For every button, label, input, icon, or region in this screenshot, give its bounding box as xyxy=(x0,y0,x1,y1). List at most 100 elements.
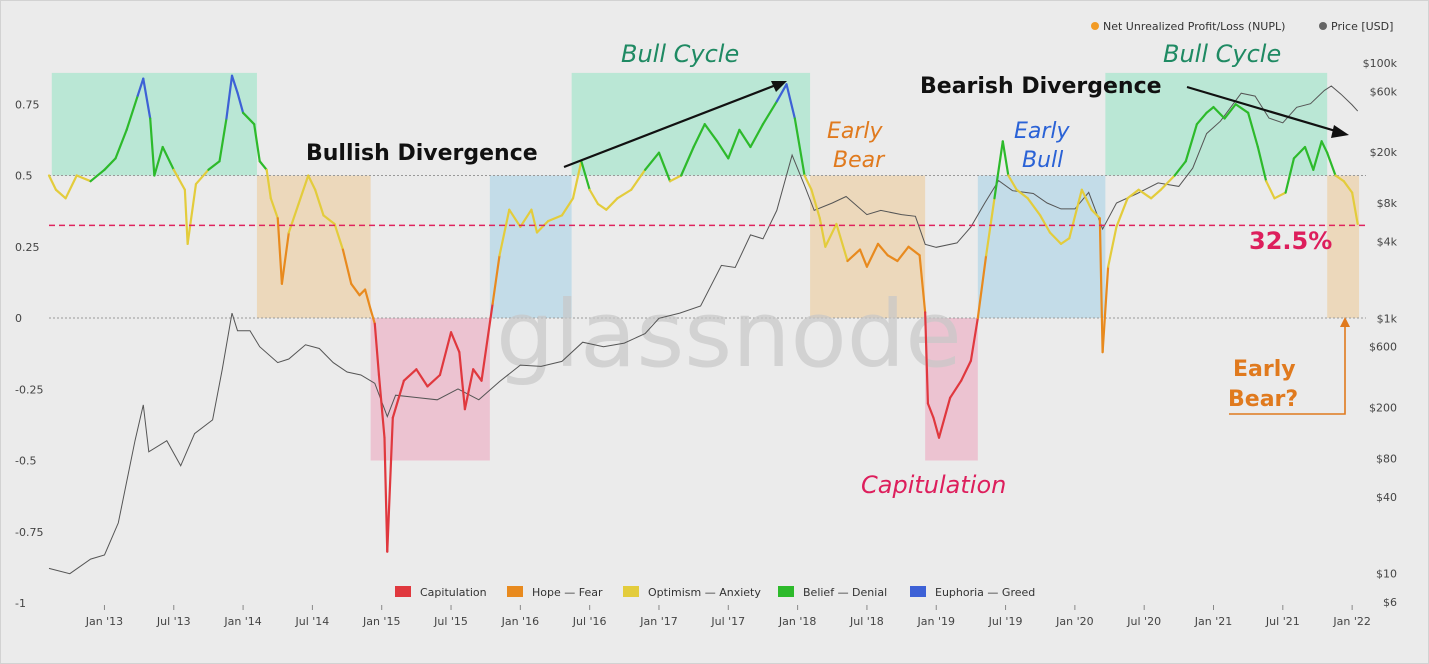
nupl-segment-69 xyxy=(644,151,661,171)
zone-0 xyxy=(51,72,257,176)
nupl-segment-75 xyxy=(716,140,730,160)
nupl-segment-70 xyxy=(657,151,672,183)
nupl-segment-29 xyxy=(287,202,300,234)
nupl-segment-47 xyxy=(426,373,442,388)
x-tick-label-9: Jul '17 xyxy=(710,615,745,628)
zone-6 xyxy=(925,318,978,461)
nupl-segment-73 xyxy=(692,123,706,149)
nupl-segment-131 xyxy=(1247,111,1259,149)
legend-capitulation-label: Capitulation xyxy=(420,586,487,599)
nupl-segment-107 xyxy=(1007,174,1018,191)
nupl-segment-81 xyxy=(785,83,796,120)
legend-bottom: Capitulation Hope — Fear Optimism — Anxi… xyxy=(395,586,1035,599)
legend-hope-fear-label: Hope — Fear xyxy=(532,586,603,599)
nupl-segment-32 xyxy=(314,188,325,217)
nupl-segment-59 xyxy=(535,220,550,234)
nupl-segment-125 xyxy=(1184,123,1198,163)
x-tick-label-15: Jul '20 xyxy=(1126,615,1161,628)
nupl-segment-102 xyxy=(969,316,979,362)
nupl-segment-50 xyxy=(458,351,466,411)
nupl-segment-53 xyxy=(480,302,494,382)
nupl-segment-87 xyxy=(835,222,849,263)
y-left-tick-2: 0.25 xyxy=(15,241,40,254)
legend-nupl-dot xyxy=(1091,22,1099,30)
nupl-segment-17 xyxy=(207,160,221,171)
nupl-segment-68 xyxy=(630,168,647,191)
nupl-segment-84 xyxy=(810,188,821,220)
nupl-segment-86 xyxy=(824,222,838,248)
x-tick-label-13: Jul '19 xyxy=(988,615,1023,628)
nupl-segment-42 xyxy=(383,436,389,553)
y-left-tick-3: 0 xyxy=(15,312,22,325)
nupl-segment-78 xyxy=(749,123,765,149)
nupl-segment-88 xyxy=(846,248,862,263)
annotation-percentage: 32.5% xyxy=(1249,227,1332,255)
nupl-segment-99 xyxy=(937,396,952,439)
nupl-segment-116 xyxy=(1098,217,1104,354)
annotation-bearish-divergence: Bearish Divergence xyxy=(920,74,1162,99)
early-bear-q-arrow xyxy=(1229,317,1350,415)
zone-1 xyxy=(256,175,371,318)
nupl-segment-112 xyxy=(1059,237,1071,245)
bullish-divergence-arrow xyxy=(563,81,787,169)
nupl-segment-80 xyxy=(775,83,788,103)
nupl-segment-31 xyxy=(307,174,317,191)
annotation-bull-cycle-1: Bull Cycle xyxy=(621,40,739,68)
annotation-bullish-divergence: Bullish Divergence xyxy=(306,141,538,166)
nupl-segment-45 xyxy=(402,368,418,382)
nupl-segment-48 xyxy=(438,331,453,377)
y-left-tick-5: -0.5 xyxy=(15,455,36,468)
y-axis-left: 0.75 0.5 0.25 0 -0.25 -0.5 -0.75 -1 xyxy=(15,98,43,610)
nupl-segment-77 xyxy=(738,128,752,149)
nupl-segment-71 xyxy=(668,174,683,183)
annotation-bull-cycle-2: Bull Cycle xyxy=(1163,40,1281,68)
nupl-segment-51 xyxy=(463,368,475,411)
nupl-segment-119 xyxy=(1115,197,1129,228)
nupl-segment-41 xyxy=(377,373,386,439)
nupl-segment-140 xyxy=(1326,151,1337,177)
nupl-segment-118 xyxy=(1107,225,1118,268)
nupl-segment-90 xyxy=(865,242,880,268)
nupl-segment-97 xyxy=(926,402,935,419)
glassnode-watermark: glassnode xyxy=(496,281,962,388)
y-right-tick-7: $200 xyxy=(1369,402,1397,415)
nupl-segment-14 xyxy=(183,188,189,245)
zone-2 xyxy=(370,318,490,461)
y-right-tick-6: $600 xyxy=(1369,341,1397,354)
nupl-segment-60 xyxy=(546,214,564,223)
nupl-segment-49 xyxy=(449,331,461,354)
nupl-segment-117 xyxy=(1101,265,1110,354)
nupl-segment-34 xyxy=(333,222,344,251)
y-right-tick-3: $8k xyxy=(1377,197,1398,210)
nupl-segment-130 xyxy=(1234,103,1250,114)
nupl-segment-120 xyxy=(1126,188,1140,200)
nupl-segment-105 xyxy=(993,140,1004,200)
nupl-segment-46 xyxy=(415,368,429,388)
nupl-segment-7 xyxy=(125,94,139,131)
legend-optimism-anxiety-label: Optimism — Anxiety xyxy=(648,586,761,599)
nupl-segment-132 xyxy=(1256,145,1268,183)
nupl-segment-89 xyxy=(858,248,869,268)
nupl-segment-57 xyxy=(519,208,533,228)
nupl-segment-124 xyxy=(1173,160,1187,177)
nupl-segment-122 xyxy=(1150,188,1162,200)
nupl-segment-111 xyxy=(1048,231,1063,245)
nupl-segment-103 xyxy=(976,254,988,320)
nupl-segment-4 xyxy=(89,168,106,183)
nupl-segment-44 xyxy=(391,379,405,419)
y-left-tick-7: -1 xyxy=(15,597,26,610)
legend-belief-denial-label: Belief — Denial xyxy=(803,586,887,599)
y-right-tick-0: $100k xyxy=(1363,57,1398,70)
nupl-segment-141 xyxy=(1334,174,1345,183)
y-left-tick-6: -0.75 xyxy=(15,526,43,539)
nupl-segment-137 xyxy=(1303,145,1315,171)
y-left-tick-4: -0.25 xyxy=(15,383,43,396)
legend-price-label: Price [USD] xyxy=(1331,20,1393,33)
nupl-segment-121 xyxy=(1137,188,1153,200)
nupl-segment-63 xyxy=(580,160,591,191)
nupl-segment-108 xyxy=(1015,188,1029,200)
nupl-segment-58 xyxy=(530,208,539,234)
nupl-segment-110 xyxy=(1039,214,1052,234)
